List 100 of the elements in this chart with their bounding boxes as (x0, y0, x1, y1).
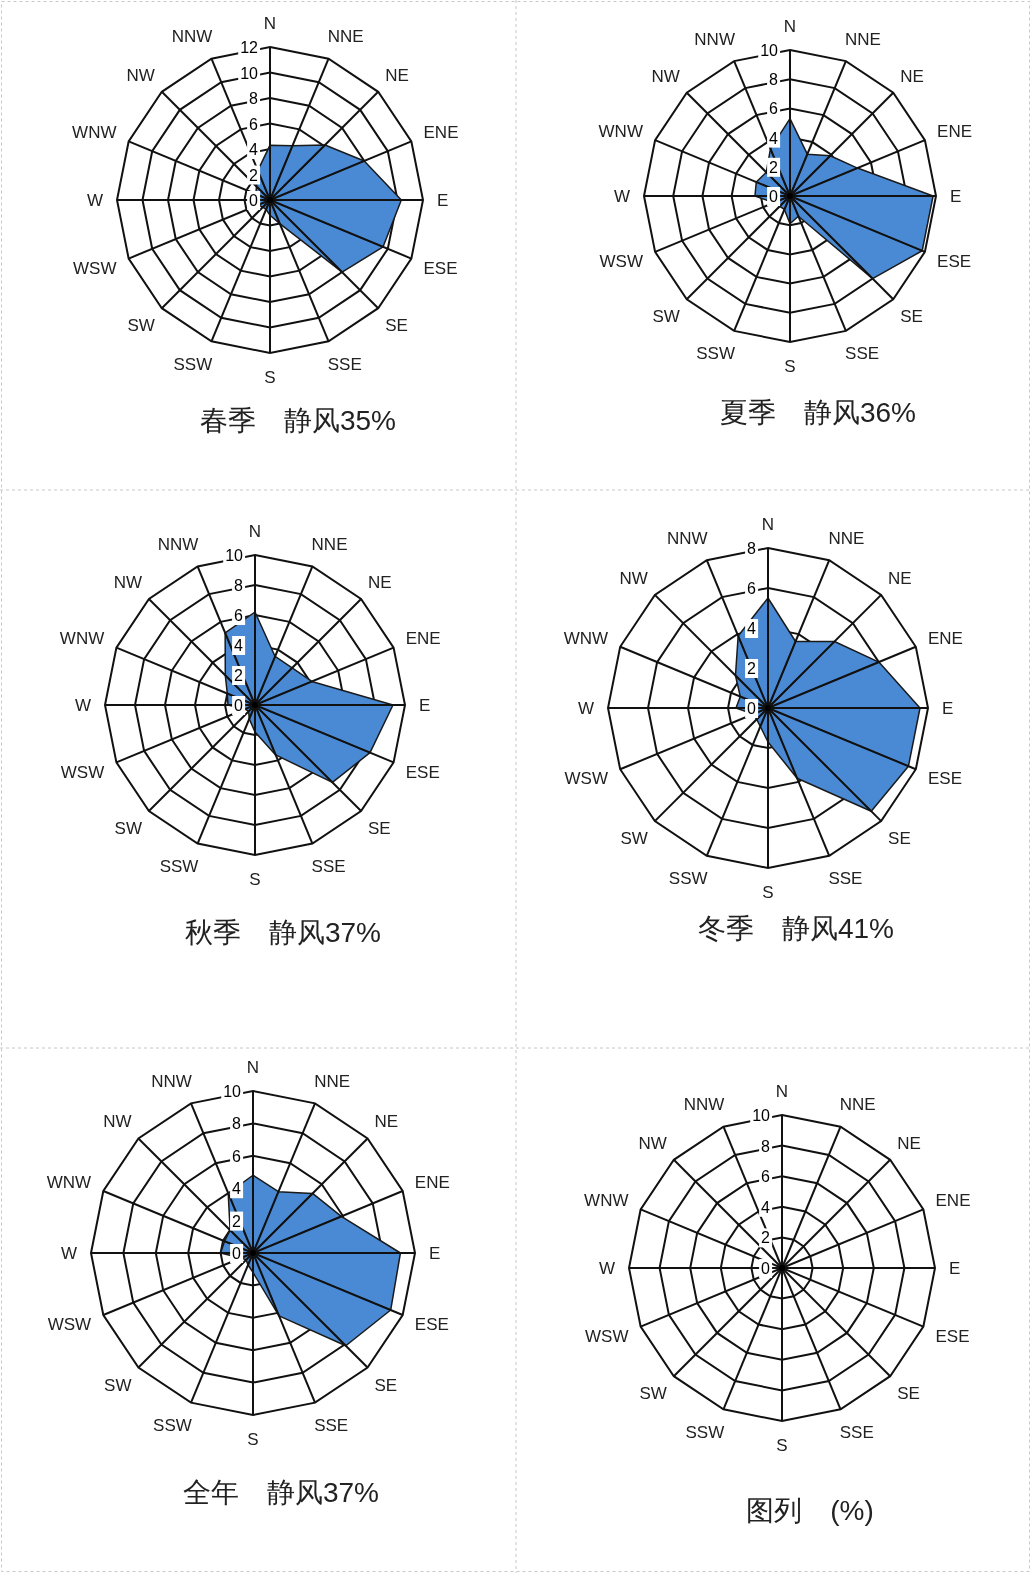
y-tick-label: 4 (761, 1198, 771, 1216)
spoke-label: NNE (314, 1072, 351, 1092)
y-tick-label: 8 (249, 90, 259, 107)
spoke-label: WSW (47, 1315, 92, 1335)
spoke-label: WNW (72, 123, 117, 143)
spoke-label: WNW (59, 629, 105, 649)
spoke-label: SSW (685, 1422, 725, 1442)
spoke-label: NNE (828, 529, 865, 549)
spoke-label: NW (619, 568, 648, 588)
spoke-label: S (247, 1430, 259, 1449)
spoke-label: S (762, 883, 774, 902)
spoke-label: ENE (927, 628, 963, 648)
y-tick-label: 4 (747, 620, 757, 637)
spoke-label: ESE (414, 1315, 449, 1335)
spoke-label: W (598, 1259, 615, 1278)
y-tick-label: 6 (249, 115, 259, 133)
y-tick-label: 4 (249, 141, 259, 158)
spoke-label: SE (900, 307, 923, 327)
spoke-label: SW (639, 1384, 667, 1404)
spoke-label: W (86, 191, 103, 210)
spoke-label: S (776, 1436, 788, 1455)
y-tick-label: 6 (769, 100, 779, 118)
spoke-label: NW (103, 1112, 132, 1132)
y-tick-label: 6 (234, 607, 244, 624)
spoke-label: NE (900, 66, 924, 86)
spoke-label: SW (620, 829, 648, 849)
spoke-label: S (249, 870, 261, 889)
spoke-label: SSW (153, 1415, 192, 1435)
y-tick-label: 8 (769, 71, 779, 89)
y-tick-label: 0 (232, 1245, 242, 1262)
spoke-label: N (248, 522, 262, 541)
spoke-label: W (577, 699, 594, 718)
y-tick-label: 8 (747, 540, 757, 557)
spoke-label: ESE (935, 1326, 970, 1346)
spoke-label: SSE (314, 1415, 349, 1435)
spoke-label: SSE (327, 354, 362, 374)
spoke-label: NE (897, 1133, 921, 1153)
spoke-label: WNW (598, 121, 643, 141)
spoke-label: SW (114, 819, 142, 839)
spoke-label: NNE (845, 29, 881, 49)
y-tick-label: 0 (747, 700, 757, 717)
spoke-label: WSW (585, 1326, 629, 1346)
y-tick-label: 6 (761, 1168, 771, 1186)
y-tick-label: 0 (769, 188, 779, 205)
spoke-label: E (950, 187, 962, 206)
spoke-label: N (246, 1058, 260, 1077)
spoke-label: W (613, 187, 630, 206)
spoke-label: NW (651, 66, 680, 86)
spoke-label: WSW (564, 769, 609, 789)
y-tick-label: 8 (761, 1137, 771, 1155)
text: 春季 静风35% (199, 405, 397, 436)
spoke-label: N (775, 1082, 789, 1101)
spoke-label: ENE (937, 121, 973, 141)
spoke-label: SSW (173, 354, 213, 374)
spoke-label: SE (368, 819, 391, 839)
spoke-label: ESE (405, 762, 440, 782)
spoke-label: WNW (46, 1172, 92, 1192)
y-tick-label: 8 (232, 1115, 242, 1133)
spoke-label: SW (652, 307, 680, 327)
spoke-label: ESE (937, 252, 972, 272)
spoke-label: SE (888, 829, 911, 849)
spoke-label: NNW (694, 29, 735, 49)
spoke-label: SSW (696, 344, 735, 364)
spoke-label: S (784, 357, 796, 376)
text: 全年 静风37% (182, 1477, 380, 1508)
y-tick-label: 4 (234, 637, 244, 654)
y-tick-label: 10 (223, 1083, 242, 1100)
spoke-label: ENE (935, 1191, 971, 1211)
spoke-label: SSW (159, 856, 199, 876)
y-tick-label: 10 (225, 547, 244, 564)
y-tick-label: 2 (769, 158, 779, 176)
y-tick-label: 10 (760, 42, 779, 59)
spoke-label: NNW (683, 1095, 725, 1115)
spoke-label: N (263, 14, 277, 33)
spoke-label: SSE (839, 1422, 874, 1442)
spoke-label: E (419, 696, 431, 715)
spoke-label: NNW (157, 535, 199, 555)
spoke-label: NNW (666, 529, 708, 549)
spoke-label: SSE (828, 868, 863, 888)
spoke-label: SE (385, 316, 408, 336)
y-tick-label: 10 (752, 1107, 771, 1124)
spoke-label: NNE (327, 27, 364, 47)
y-tick-label: 0 (234, 697, 244, 714)
y-tick-label: 2 (234, 667, 244, 684)
spoke-label: NE (374, 1112, 399, 1132)
y-tick-label: 8 (234, 577, 244, 594)
spoke-label: WSW (599, 252, 643, 272)
spoke-label: WSW (60, 762, 105, 782)
spoke-label: SE (374, 1375, 398, 1395)
spoke-label: SW (127, 316, 155, 336)
spoke-label: NW (113, 572, 142, 592)
text: 冬季 静风41% (697, 913, 895, 944)
spoke-label: ENE (405, 629, 441, 649)
y-tick-label: 12 (240, 39, 259, 56)
spoke-label: NE (385, 65, 409, 85)
spoke-label: SSW (668, 868, 708, 888)
y-tick-label: 10 (240, 64, 259, 82)
spoke-label: W (60, 1244, 77, 1263)
spoke-label: NNW (151, 1072, 192, 1092)
spoke-label: WNW (584, 1191, 629, 1211)
